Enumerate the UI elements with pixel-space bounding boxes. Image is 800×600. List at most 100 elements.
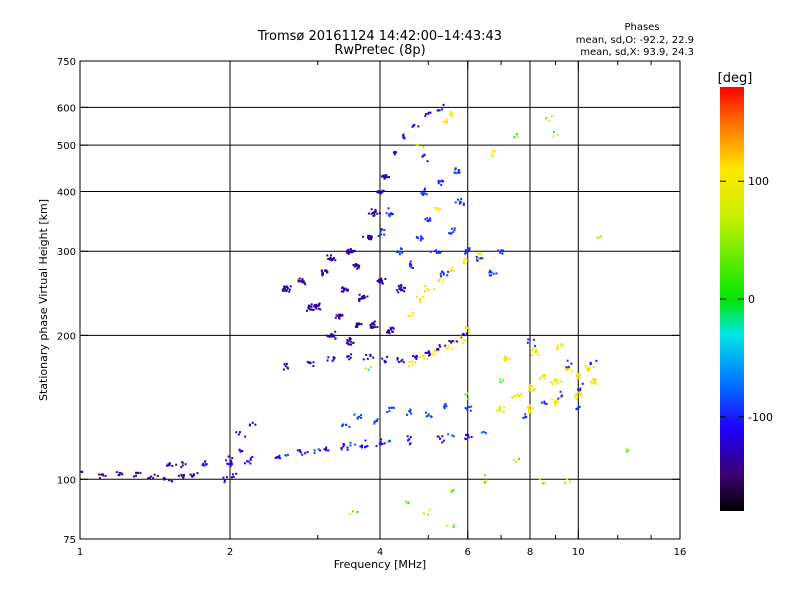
data-point <box>419 301 422 304</box>
data-point <box>449 110 452 113</box>
data-point <box>578 377 581 380</box>
data-point <box>355 263 358 266</box>
data-point <box>426 160 429 163</box>
data-point <box>325 447 327 450</box>
data-point <box>372 322 375 325</box>
data-point <box>575 408 578 411</box>
data-point <box>376 418 379 421</box>
data-point <box>342 290 344 293</box>
data-point <box>502 411 505 413</box>
data-point <box>391 213 394 215</box>
data-point <box>528 386 531 389</box>
data-point <box>468 330 471 333</box>
data-point <box>371 325 373 328</box>
data-point <box>401 289 404 292</box>
data-point <box>551 115 553 118</box>
data-point <box>367 234 370 237</box>
data-point <box>438 437 441 440</box>
data-point <box>302 280 305 283</box>
data-point <box>515 461 517 463</box>
data-point <box>423 358 426 360</box>
data-point <box>470 405 473 408</box>
data-point <box>379 230 382 233</box>
data-point <box>334 316 337 319</box>
data-point <box>439 251 442 254</box>
data-point <box>410 266 413 269</box>
data-point <box>180 466 183 469</box>
data-point <box>427 414 430 417</box>
data-point <box>529 411 532 414</box>
data-point <box>447 270 450 273</box>
data-point <box>409 408 412 411</box>
data-point <box>428 351 431 354</box>
data-point <box>451 434 454 437</box>
data-point <box>231 473 234 476</box>
data-point <box>560 380 563 383</box>
data-point <box>409 260 412 263</box>
data-point <box>370 238 373 241</box>
data-point <box>355 322 358 325</box>
data-point <box>513 136 516 139</box>
data-point <box>453 171 456 174</box>
data-point <box>518 395 521 398</box>
data-point <box>491 153 493 156</box>
y-tick-label: 200 <box>57 331 76 342</box>
data-point <box>451 114 454 117</box>
data-point <box>442 273 445 276</box>
data-point <box>527 338 530 341</box>
data-point <box>579 393 582 396</box>
data-point <box>452 435 455 438</box>
data-point <box>370 212 373 215</box>
data-point <box>201 464 204 467</box>
data-point <box>467 397 470 400</box>
data-point <box>412 123 415 126</box>
data-point <box>424 218 427 221</box>
data-point <box>415 354 418 357</box>
data-point <box>573 395 576 398</box>
data-point <box>380 278 383 281</box>
data-point <box>388 439 391 442</box>
data-point <box>514 395 517 398</box>
data-point <box>167 463 170 466</box>
data-point <box>429 353 432 356</box>
data-point <box>407 501 410 504</box>
data-point <box>171 464 174 467</box>
data-point <box>330 333 333 336</box>
data-point <box>528 407 530 410</box>
data-point <box>625 447 628 450</box>
data-point <box>464 249 467 252</box>
data-point <box>359 297 362 300</box>
data-point <box>588 368 591 371</box>
data-point <box>554 399 557 402</box>
data-point <box>441 441 444 444</box>
data-point <box>313 304 316 307</box>
data-point <box>350 343 353 346</box>
data-point <box>452 269 455 272</box>
data-point <box>454 168 457 171</box>
data-point <box>551 383 554 386</box>
data-point <box>321 272 324 275</box>
data-point <box>499 251 502 254</box>
data-point <box>408 263 411 266</box>
data-point <box>296 449 299 452</box>
data-point <box>332 258 334 261</box>
data-point <box>488 270 491 273</box>
data-point <box>361 444 363 447</box>
data-point <box>465 332 468 335</box>
data-point <box>441 108 444 111</box>
data-point <box>348 358 351 361</box>
data-point <box>381 282 384 285</box>
data-point <box>298 277 301 280</box>
data-point <box>246 460 248 463</box>
data-point <box>446 348 449 351</box>
data-point <box>149 476 151 479</box>
data-point <box>427 288 430 291</box>
y-tick-label: 500 <box>57 141 76 152</box>
data-point <box>433 206 436 209</box>
data-point <box>341 286 343 289</box>
data-point <box>450 227 453 230</box>
data-point <box>425 287 428 290</box>
data-point <box>531 385 534 388</box>
data-point <box>556 344 559 347</box>
data-point <box>513 459 516 462</box>
